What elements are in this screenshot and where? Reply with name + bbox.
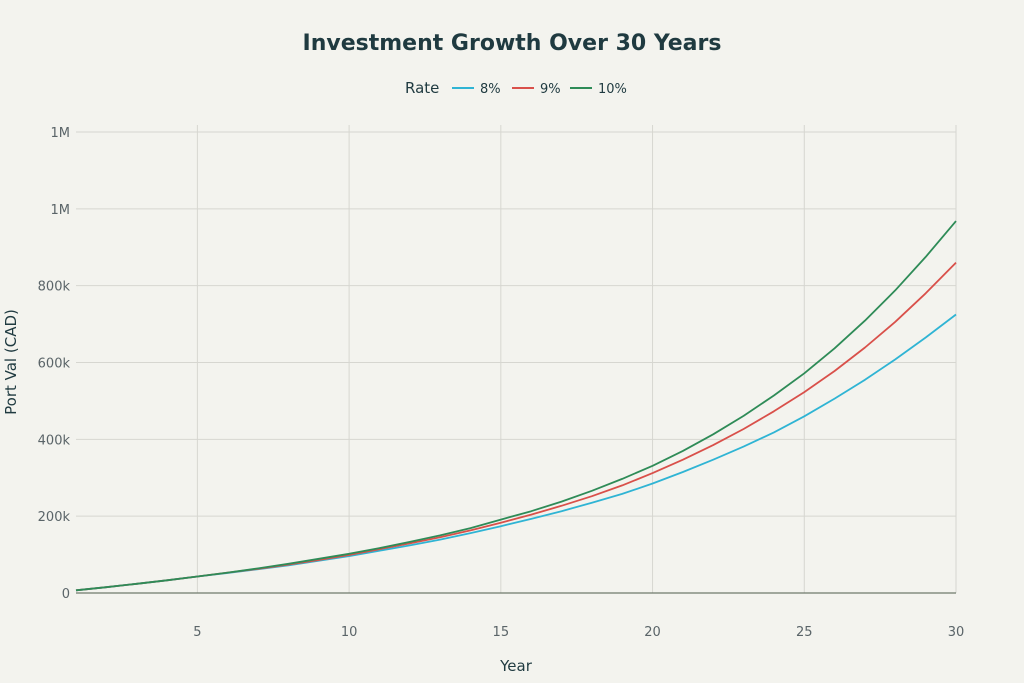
x-axis-label: Year bbox=[499, 657, 533, 675]
y-tick-label: 600k bbox=[38, 357, 71, 372]
x-tick-label: 30 bbox=[948, 625, 965, 640]
x-tick-label: 25 bbox=[796, 625, 813, 640]
x-axis-ticks: 5 10 15 20 25 30 bbox=[193, 625, 964, 640]
legend-item-label: 9% bbox=[540, 82, 561, 97]
legend-title: Rate bbox=[405, 79, 439, 97]
y-tick-label: 400k bbox=[38, 433, 71, 448]
legend-item-label: 8% bbox=[480, 82, 501, 97]
x-tick-label: 15 bbox=[493, 625, 510, 640]
x-tick-label: 20 bbox=[644, 625, 661, 640]
legend-item-label: 10% bbox=[598, 82, 627, 97]
gridlines bbox=[76, 125, 957, 593]
y-tick-label: 1M bbox=[51, 203, 71, 218]
y-tick-label: 800k bbox=[38, 280, 71, 295]
y-tick-label: 200k bbox=[38, 510, 71, 525]
x-tick-label: 5 bbox=[193, 625, 201, 640]
series-lines bbox=[75, 220, 957, 592]
x-tick-label: 10 bbox=[341, 625, 358, 640]
y-axis-ticks: 0 200k 400k 600k 800k 1M 1M bbox=[38, 126, 71, 602]
y-axis-label: Port Val (CAD) bbox=[2, 309, 20, 415]
chart-title: Investment Growth Over 30 Years bbox=[303, 31, 722, 56]
series-line-2 bbox=[75, 220, 957, 592]
legend: Rate 8% 9% 10% bbox=[405, 79, 627, 97]
series-line-1 bbox=[75, 261, 957, 592]
y-tick-label: 0 bbox=[62, 587, 70, 602]
series-line-0 bbox=[75, 313, 957, 592]
y-tick-label: 1M bbox=[51, 126, 71, 141]
